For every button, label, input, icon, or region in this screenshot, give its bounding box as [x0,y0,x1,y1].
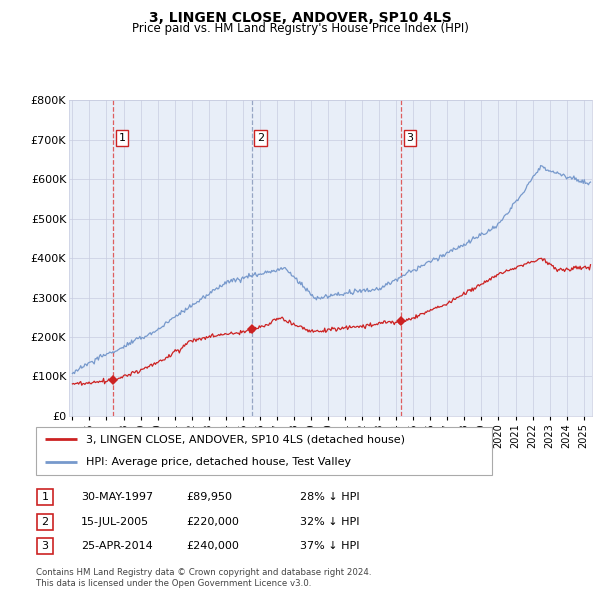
Text: 3: 3 [41,542,49,551]
Text: 30-MAY-1997: 30-MAY-1997 [81,492,153,502]
Text: This data is licensed under the Open Government Licence v3.0.: This data is licensed under the Open Gov… [36,579,311,588]
Text: 3, LINGEN CLOSE, ANDOVER, SP10 4LS (detached house): 3, LINGEN CLOSE, ANDOVER, SP10 4LS (deta… [86,434,405,444]
Text: 37% ↓ HPI: 37% ↓ HPI [300,542,359,551]
Text: 25-APR-2014: 25-APR-2014 [81,542,153,551]
Text: 1: 1 [41,492,49,502]
Text: Contains HM Land Registry data © Crown copyright and database right 2024.: Contains HM Land Registry data © Crown c… [36,568,371,577]
Text: 3: 3 [407,133,413,143]
Text: £220,000: £220,000 [186,517,239,526]
Text: Price paid vs. HM Land Registry's House Price Index (HPI): Price paid vs. HM Land Registry's House … [131,22,469,35]
Text: 1: 1 [119,133,125,143]
Text: 2: 2 [41,517,49,526]
Text: 15-JUL-2005: 15-JUL-2005 [81,517,149,526]
Text: £240,000: £240,000 [186,542,239,551]
Text: £89,950: £89,950 [186,492,232,502]
Text: 3, LINGEN CLOSE, ANDOVER, SP10 4LS: 3, LINGEN CLOSE, ANDOVER, SP10 4LS [149,11,451,25]
Text: 32% ↓ HPI: 32% ↓ HPI [300,517,359,526]
Text: 2: 2 [257,133,264,143]
Text: HPI: Average price, detached house, Test Valley: HPI: Average price, detached house, Test… [86,457,351,467]
Text: 28% ↓ HPI: 28% ↓ HPI [300,492,359,502]
